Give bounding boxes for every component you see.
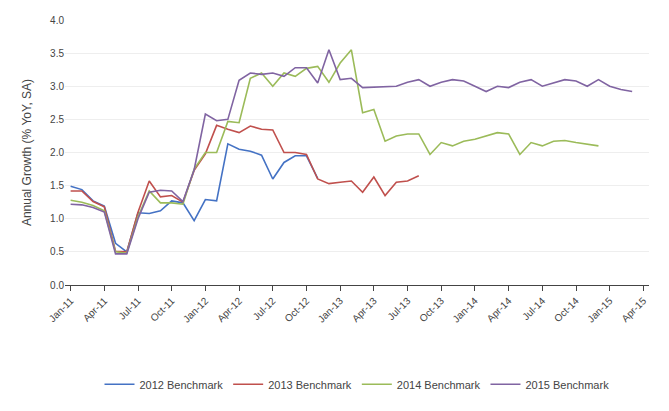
svg-text:Jul-14: Jul-14	[520, 295, 547, 322]
svg-text:Annual Growth (% YoY, SA): Annual Growth (% YoY, SA)	[20, 79, 34, 226]
svg-text:2015 Benchmark: 2015 Benchmark	[525, 379, 609, 391]
svg-text:Jan-11: Jan-11	[47, 295, 76, 324]
svg-text:Apr-12: Apr-12	[215, 295, 244, 324]
svg-text:2.0: 2.0	[50, 147, 64, 158]
svg-text:3.5: 3.5	[50, 48, 64, 59]
svg-text:3.0: 3.0	[50, 81, 64, 92]
svg-text:Jan-14: Jan-14	[450, 295, 480, 325]
svg-text:Jul-13: Jul-13	[385, 295, 412, 322]
svg-text:4.0: 4.0	[50, 15, 64, 26]
svg-text:Jan-12: Jan-12	[181, 295, 211, 325]
svg-text:Apr-11: Apr-11	[81, 295, 110, 324]
svg-text:1.0: 1.0	[50, 213, 64, 224]
svg-text:1.5: 1.5	[50, 180, 64, 191]
svg-text:2014 Benchmark: 2014 Benchmark	[397, 379, 481, 391]
svg-text:Apr-14: Apr-14	[485, 295, 514, 324]
svg-text:Jan-15: Jan-15	[585, 295, 615, 325]
svg-text:Oct-13: Oct-13	[417, 295, 446, 324]
svg-text:0.0: 0.0	[50, 280, 64, 291]
svg-text:2.5: 2.5	[50, 114, 64, 125]
svg-text:Oct-14: Oct-14	[552, 295, 581, 324]
svg-text:2013 Benchmark: 2013 Benchmark	[268, 379, 352, 391]
svg-text:2012 Benchmark: 2012 Benchmark	[140, 379, 224, 391]
svg-text:Jul-11: Jul-11	[116, 295, 143, 322]
svg-text:Oct-11: Oct-11	[148, 295, 177, 324]
svg-text:Apr-13: Apr-13	[350, 295, 379, 324]
svg-text:Jul-12: Jul-12	[251, 295, 278, 322]
svg-text:Jan-13: Jan-13	[316, 295, 346, 325]
svg-text:Apr-15: Apr-15	[619, 295, 648, 324]
svg-text:0.5: 0.5	[50, 246, 64, 257]
svg-text:Oct-12: Oct-12	[282, 295, 311, 324]
